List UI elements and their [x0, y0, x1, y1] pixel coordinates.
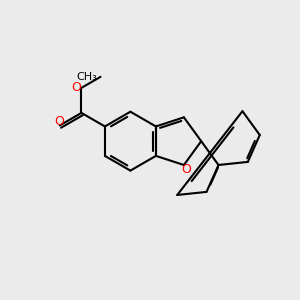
Text: O: O [54, 115, 64, 128]
Text: O: O [181, 163, 191, 176]
Text: O: O [71, 81, 81, 94]
Text: CH₃: CH₃ [76, 72, 97, 82]
